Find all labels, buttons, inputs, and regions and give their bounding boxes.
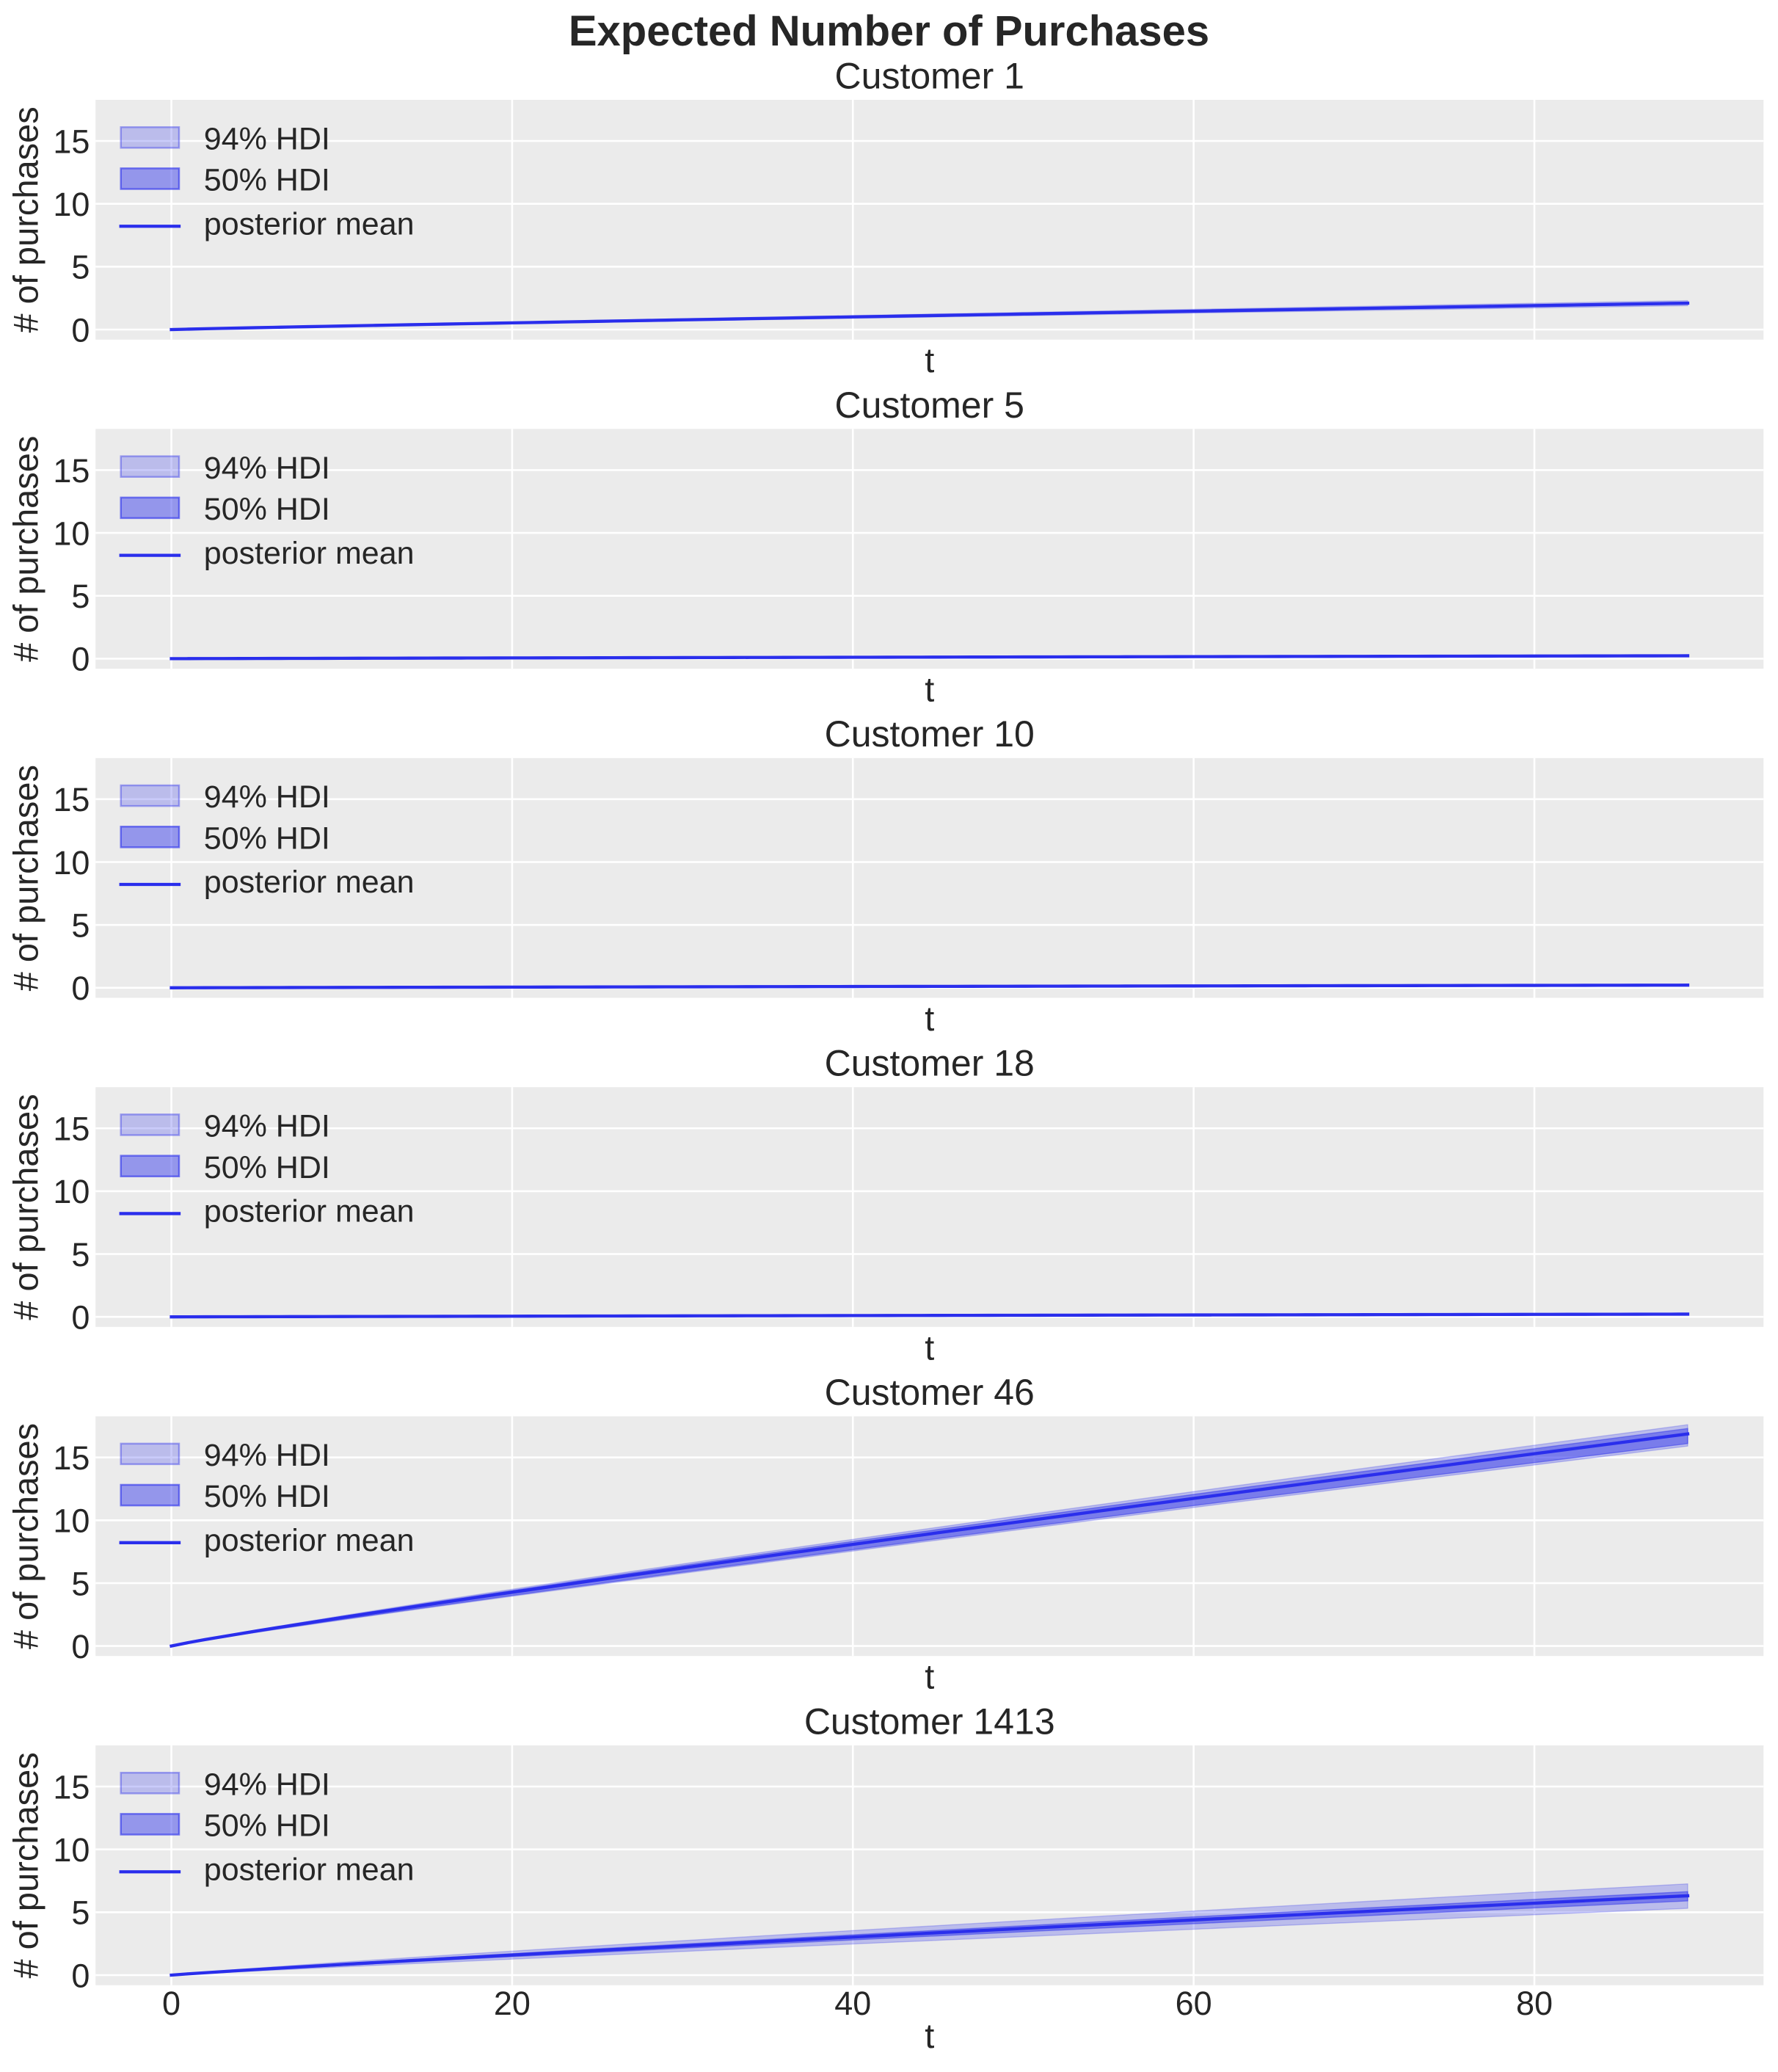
- svg-text:0: 0: [71, 1628, 90, 1665]
- svg-text:0: 0: [71, 641, 90, 678]
- svg-text:0: 0: [71, 1299, 90, 1337]
- svg-text:50% HDI: 50% HDI: [204, 1150, 330, 1185]
- svg-text:Customer 1413: Customer 1413: [804, 1701, 1055, 1742]
- svg-text:0: 0: [71, 1957, 90, 1994]
- svg-text:t: t: [925, 2016, 934, 2055]
- svg-text:Expected Number of Purchases: Expected Number of Purchases: [569, 8, 1209, 55]
- svg-text:50% HDI: 50% HDI: [204, 1809, 330, 1844]
- svg-text:# of purchases: # of purchases: [7, 1094, 45, 1320]
- svg-text:# of purchases: # of purchases: [7, 1423, 45, 1649]
- svg-text:15: 15: [53, 1110, 90, 1148]
- svg-text:Customer 1: Customer 1: [835, 55, 1024, 96]
- svg-text:5: 5: [71, 578, 90, 615]
- svg-text:10: 10: [53, 844, 90, 881]
- svg-text:Customer 5: Customer 5: [835, 385, 1024, 426]
- svg-text:# of purchases: # of purchases: [7, 106, 45, 332]
- svg-text:94% HDI: 94% HDI: [204, 1438, 330, 1473]
- svg-text:t: t: [925, 1657, 934, 1696]
- svg-text:50% HDI: 50% HDI: [204, 821, 330, 856]
- svg-text:5: 5: [71, 1565, 90, 1602]
- svg-text:94% HDI: 94% HDI: [204, 1767, 330, 1802]
- svg-text:0: 0: [71, 970, 90, 1007]
- svg-text:0: 0: [162, 1985, 181, 2022]
- svg-text:60: 60: [1176, 1985, 1212, 2022]
- svg-text:posterior mean: posterior mean: [204, 865, 415, 900]
- svg-text:0: 0: [71, 311, 90, 349]
- svg-text:t: t: [925, 341, 934, 379]
- svg-text:50% HDI: 50% HDI: [204, 492, 330, 527]
- svg-text:20: 20: [494, 1985, 531, 2022]
- svg-text:5: 5: [71, 1236, 90, 1273]
- svg-text:Customer 18: Customer 18: [825, 1043, 1035, 1084]
- svg-text:10: 10: [53, 1502, 90, 1540]
- svg-text:15: 15: [53, 1439, 90, 1477]
- svg-text:5: 5: [71, 1894, 90, 1932]
- svg-text:# of purchases: # of purchases: [7, 765, 45, 991]
- svg-text:15: 15: [53, 781, 90, 818]
- svg-text:t: t: [925, 670, 934, 709]
- svg-text:15: 15: [53, 123, 90, 160]
- svg-text:t: t: [925, 1328, 934, 1367]
- svg-text:10: 10: [53, 1831, 90, 1869]
- svg-text:80: 80: [1516, 1985, 1553, 2022]
- svg-text:94% HDI: 94% HDI: [204, 779, 330, 815]
- svg-text:# of purchases: # of purchases: [7, 436, 45, 662]
- svg-text:t: t: [925, 999, 934, 1038]
- svg-text:10: 10: [53, 515, 90, 552]
- svg-text:5: 5: [71, 906, 90, 944]
- svg-text:40: 40: [834, 1985, 871, 2022]
- svg-text:posterior mean: posterior mean: [204, 536, 415, 571]
- svg-text:15: 15: [53, 1768, 90, 1806]
- svg-text:94% HDI: 94% HDI: [204, 451, 330, 486]
- svg-text:posterior mean: posterior mean: [204, 1523, 415, 1558]
- svg-text:# of purchases: # of purchases: [7, 1752, 45, 1978]
- svg-text:posterior mean: posterior mean: [204, 1852, 415, 1887]
- svg-text:94% HDI: 94% HDI: [204, 121, 330, 156]
- svg-text:10: 10: [53, 186, 90, 223]
- svg-text:posterior mean: posterior mean: [204, 206, 415, 241]
- svg-text:50% HDI: 50% HDI: [204, 1479, 330, 1514]
- svg-text:posterior mean: posterior mean: [204, 1194, 415, 1229]
- svg-text:10: 10: [53, 1173, 90, 1210]
- svg-text:94% HDI: 94% HDI: [204, 1109, 330, 1144]
- svg-text:15: 15: [53, 452, 90, 490]
- svg-text:Customer 46: Customer 46: [825, 1372, 1035, 1413]
- svg-text:50% HDI: 50% HDI: [204, 163, 330, 198]
- svg-text:5: 5: [71, 249, 90, 286]
- svg-text:Customer 10: Customer 10: [825, 713, 1035, 755]
